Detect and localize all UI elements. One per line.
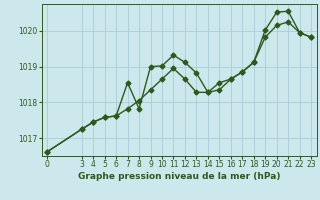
X-axis label: Graphe pression niveau de la mer (hPa): Graphe pression niveau de la mer (hPa) xyxy=(78,172,280,181)
